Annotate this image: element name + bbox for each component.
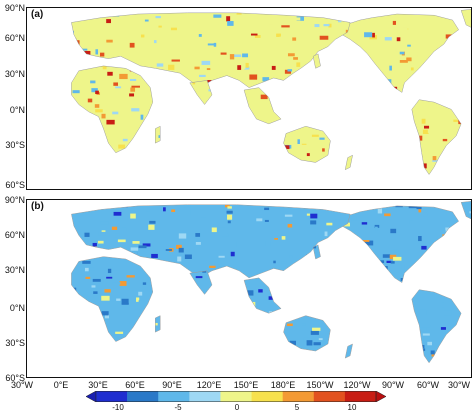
lat-label-b-90n: 90°N [4, 195, 25, 205]
colorbar [86, 391, 386, 402]
lat-label-b-30n: 30°N [4, 265, 25, 275]
svg-b-coastline-eurasia [71, 204, 351, 279]
svg-a-coastline-india-seasia [189, 80, 282, 125]
lat-label-a-0n: 0°N [9, 105, 25, 115]
lat-label-a-30n: 30°N [4, 69, 25, 79]
lon-label-150w: 150°W [306, 380, 334, 390]
colorbar-segment-5 [251, 391, 283, 402]
svg-b-coastline-india-seasia [189, 270, 282, 314]
lon-label-120e: 120°E [196, 380, 222, 390]
lon-label-60e: 60°E [125, 380, 145, 390]
lon-label-30w-right: 30°W [447, 380, 471, 390]
lon-label-60w: 60°W [416, 380, 440, 390]
colorbar-segment-2 [158, 391, 190, 402]
lon-label-90w: 90°W [381, 380, 405, 390]
colorbar-segment-3 [189, 391, 221, 402]
colorbar-segment-7 [313, 391, 346, 402]
map-b-canvas [71, 200, 471, 364]
lon-label-120w: 120°W [343, 380, 371, 390]
lat-label-b-30s: 30°S [5, 338, 25, 348]
colorbar-arrow-left [86, 391, 97, 402]
svg-b-coastline-madagascar [155, 315, 161, 333]
lat-label-a-60n: 60°N [4, 33, 25, 43]
lon-label-0e: 0°E [53, 380, 69, 390]
lon-label-150e: 150°E [233, 380, 259, 390]
panel-label-a: (a) [30, 9, 45, 20]
colorbar-segment-6 [282, 391, 315, 402]
map-a-canvas [71, 8, 471, 175]
lon-label-30w-left: 30°W [10, 380, 34, 390]
svg-b-coastline-australia [283, 315, 331, 352]
colorbar-segment-0 [96, 391, 128, 402]
lon-label-180e: 180°E [270, 380, 296, 390]
svg-b-land-greenland [461, 200, 471, 222]
svg-a-coastline-greenland [460, 9, 471, 28]
svg-a-coastline-madagascar [155, 125, 161, 144]
lat-label-b-0n: 0°N [9, 303, 25, 313]
colorbar-tick-0: 0 [234, 403, 240, 412]
svg-a-coastline-africa [71, 65, 154, 154]
colorbar-arrow-right [375, 391, 386, 402]
colorbar-segment-4 [220, 391, 252, 402]
svg-a-coastline-south-america [411, 99, 462, 175]
lat-label-b-60n: 60°N [4, 230, 25, 240]
svg-b-coastline-south-america [411, 289, 462, 364]
colorbar-frame [95, 391, 377, 402]
colorbar-tick-neg10: -10 [112, 403, 124, 412]
svg-a-land-madagascar [155, 126, 161, 144]
svg-a-land-africa [71, 65, 153, 153]
colorbar-tick-neg5: -5 [174, 403, 182, 412]
lon-label-90e: 90°E [162, 380, 182, 390]
svg-a-coastline-australia [283, 125, 331, 163]
map-panel-b: (b) [26, 199, 472, 378]
lat-label-b-60s: 60°S [5, 373, 25, 383]
map-panel-a: (a) [26, 7, 472, 190]
panel-label-b: (b) [30, 201, 45, 212]
svg-b-coastline-japan-nz [312, 244, 353, 359]
lat-label-a-90n: 90°N [4, 3, 25, 13]
svg-a-coastline-eurasia [71, 12, 351, 88]
svg-b-land-australia [283, 315, 331, 352]
colorbar-tick-10: 10 [347, 403, 357, 412]
lon-label-30e: 30°E [88, 380, 108, 390]
svg-b-coastline-africa [71, 256, 154, 342]
colorbar-tick-5: 5 [294, 403, 300, 412]
svg-b-coastline-greenland [460, 201, 471, 220]
svg-a-coastline-north-america [337, 13, 459, 93]
svg-a-coastline-japan-nz [312, 53, 353, 171]
colorbar-segment-1 [127, 391, 159, 402]
svg-b-coastline-north-america [337, 205, 459, 283]
colorbar-segment-8 [344, 391, 377, 402]
lat-label-a-30s: 30°S [5, 140, 25, 150]
lat-label-a-60s: 60°S [5, 180, 25, 190]
